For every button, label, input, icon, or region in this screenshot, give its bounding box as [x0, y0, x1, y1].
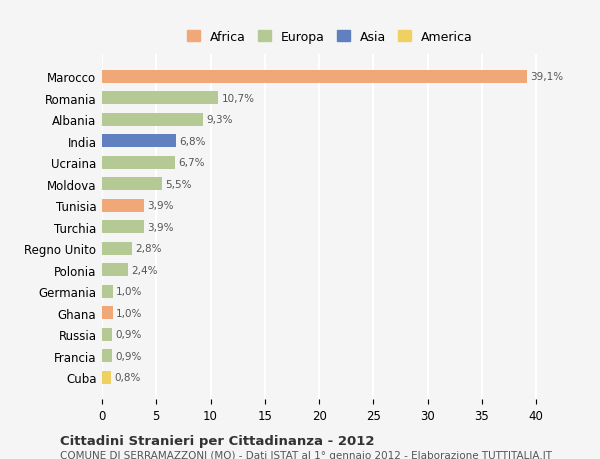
Text: 6,8%: 6,8% [179, 136, 206, 146]
Bar [102, 242, 133, 255]
Text: Cittadini Stranieri per Cittadinanza - 2012: Cittadini Stranieri per Cittadinanza - 2… [60, 434, 374, 447]
Bar [102, 263, 128, 276]
Bar [102, 349, 112, 362]
Text: 6,7%: 6,7% [178, 158, 205, 168]
Bar [102, 71, 527, 84]
Bar [102, 371, 110, 384]
Text: COMUNE DI SERRAMAZZONI (MO) - Dati ISTAT al 1° gennaio 2012 - Elaborazione TUTTI: COMUNE DI SERRAMAZZONI (MO) - Dati ISTAT… [60, 450, 552, 459]
Text: 3,9%: 3,9% [148, 222, 174, 232]
Text: 39,1%: 39,1% [530, 72, 563, 82]
Text: 0,9%: 0,9% [115, 351, 142, 361]
Text: 10,7%: 10,7% [221, 94, 254, 104]
Text: 2,8%: 2,8% [136, 244, 162, 254]
Bar [102, 135, 176, 148]
Text: 3,9%: 3,9% [148, 201, 174, 211]
Bar [102, 157, 175, 169]
Text: 9,3%: 9,3% [206, 115, 233, 125]
Bar [102, 113, 203, 127]
Bar [102, 307, 113, 319]
Legend: Africa, Europa, Asia, America: Africa, Europa, Asia, America [184, 27, 476, 47]
Text: 5,5%: 5,5% [165, 179, 191, 189]
Bar [102, 328, 112, 341]
Text: 0,8%: 0,8% [114, 372, 140, 382]
Bar [102, 285, 113, 298]
Text: 0,9%: 0,9% [115, 330, 142, 339]
Bar [102, 178, 162, 191]
Text: 1,0%: 1,0% [116, 308, 142, 318]
Text: 2,4%: 2,4% [131, 265, 158, 275]
Bar [102, 92, 218, 105]
Bar [102, 199, 145, 212]
Bar [102, 221, 145, 234]
Text: 1,0%: 1,0% [116, 286, 142, 297]
